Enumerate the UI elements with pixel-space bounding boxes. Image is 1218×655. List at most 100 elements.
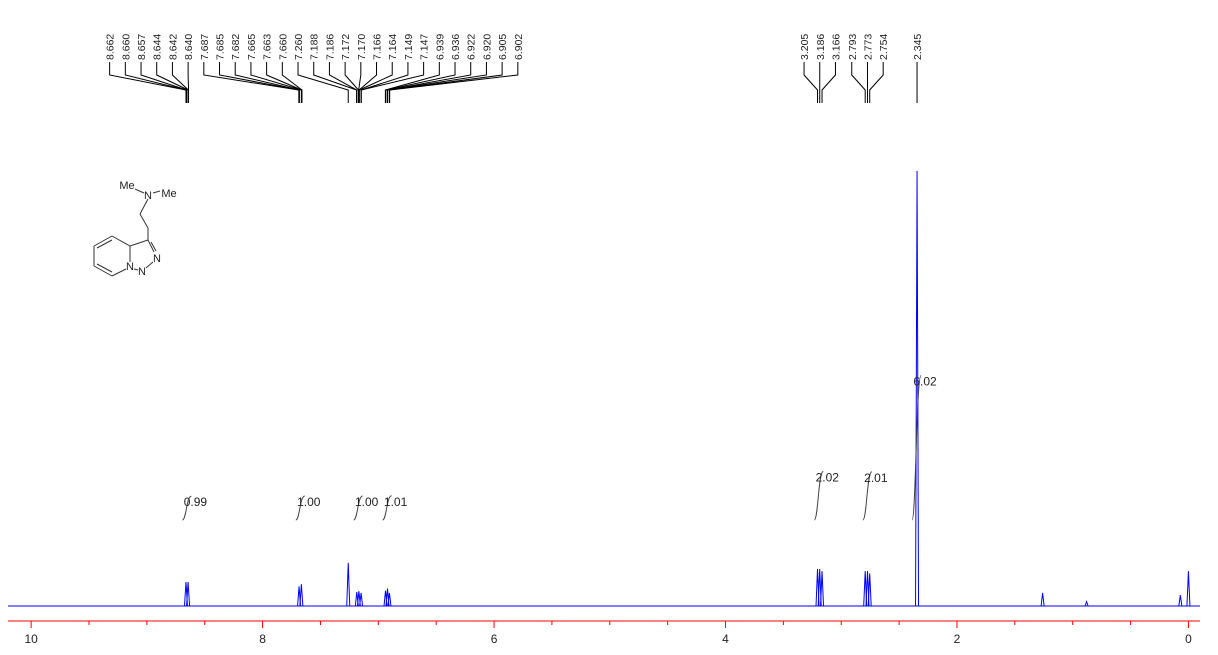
peak	[186, 582, 191, 607]
peak-label: 7.186	[324, 34, 336, 60]
peak	[1084, 600, 1089, 607]
structure: Me N Me N N N	[93, 180, 177, 278]
peak	[820, 571, 825, 607]
peak-label-line	[389, 62, 519, 103]
integral-curve	[911, 375, 922, 521]
peak-label-line	[803, 62, 819, 103]
peak-label-line	[328, 62, 358, 103]
integral-curve	[813, 471, 824, 521]
integral-label: 1.00	[297, 495, 321, 509]
peak	[1186, 571, 1191, 607]
atom-label: Me	[161, 188, 176, 200]
x-tick-label: 6	[491, 632, 498, 646]
integral-label: 0.99	[184, 495, 208, 509]
x-tick-label: 2	[954, 632, 961, 646]
peak-label-line	[281, 62, 303, 103]
atom-label: Me	[119, 180, 134, 192]
peak	[387, 592, 392, 607]
bond	[93, 235, 113, 247]
bond	[152, 190, 161, 194]
bond	[133, 268, 139, 271]
peak-label-line	[124, 62, 187, 103]
peak-label: 8.662	[105, 34, 117, 60]
peak-label: 8.644	[152, 34, 164, 60]
peak	[1040, 592, 1045, 607]
peak-label-line	[821, 62, 836, 103]
bond	[93, 265, 113, 277]
peak-label-line	[388, 62, 503, 103]
bond	[96, 239, 113, 249]
bond	[145, 261, 154, 269]
peak-label-line	[234, 62, 300, 103]
x-tick-label: 4	[722, 632, 729, 646]
peak-label: 7.665	[246, 34, 258, 60]
peak-label: 6.920	[481, 34, 493, 60]
peak-label: 2.773	[862, 34, 874, 60]
peak-label: 2.345	[912, 34, 924, 60]
integral-label: 2.02	[816, 471, 840, 485]
peak-label-line	[297, 62, 349, 103]
peak-label: 8.660	[120, 34, 132, 60]
integral-curve	[295, 495, 306, 521]
peak-label: 2.793	[847, 34, 859, 60]
bond	[139, 213, 149, 229]
peak-label: 6.936	[450, 34, 462, 60]
peak-label-line	[313, 62, 358, 103]
atom-label: N	[138, 266, 146, 278]
peak-label: 8.657	[136, 34, 148, 60]
peak-label-line	[387, 62, 487, 103]
peak-label: 3.166	[830, 34, 842, 60]
integral-curve	[181, 495, 192, 521]
peak-label: 6.939	[434, 34, 446, 60]
peak-label: 7.166	[372, 34, 384, 60]
peak-label: 8.640	[183, 34, 195, 60]
peak-label: 3.186	[815, 34, 827, 60]
peak-label-line	[358, 62, 393, 103]
peak-label: 7.172	[340, 34, 352, 60]
peak-label: 6.905	[497, 34, 509, 60]
peak-label-line	[851, 62, 866, 103]
peak-label: 7.663	[262, 34, 274, 60]
peak-label-line	[386, 62, 472, 103]
peak-label: 7.164	[387, 34, 399, 60]
peak-label: 7.685	[215, 34, 227, 60]
peak-label: 7.188	[309, 34, 321, 60]
peak-label: 7.149	[403, 34, 415, 60]
integral-curve	[353, 495, 363, 521]
x-tick-label: 10	[24, 632, 38, 646]
peak-label: 7.660	[277, 34, 289, 60]
peak-label-line	[869, 62, 884, 103]
bond	[147, 239, 155, 253]
atom-label: N	[126, 261, 134, 273]
bond	[96, 263, 113, 273]
bond	[139, 198, 149, 215]
peak-label-line	[360, 62, 425, 103]
peak	[359, 592, 364, 607]
bond	[111, 235, 131, 247]
peak-label: 7.170	[356, 34, 368, 60]
peak-label: 6.902	[513, 34, 525, 60]
integral-label: 1.01	[384, 495, 408, 509]
bond	[150, 241, 157, 252]
bond	[134, 188, 145, 194]
atom-label: N	[153, 253, 161, 265]
integral-curve	[382, 495, 392, 521]
peak-label: 8.642	[167, 34, 179, 60]
peak-label: 6.922	[466, 34, 478, 60]
peak-label-line	[140, 62, 188, 103]
peak	[299, 584, 304, 607]
peak	[867, 573, 872, 607]
x-tick-label: 0	[1185, 632, 1192, 646]
peak	[346, 562, 351, 607]
integral-curve	[862, 471, 873, 521]
peak-label-line	[266, 62, 303, 103]
integral-label: 6.02	[913, 375, 937, 389]
peak-label-line	[385, 62, 456, 103]
peak-label: 7.687	[199, 34, 211, 60]
atom-label: N	[144, 190, 152, 202]
peak	[1178, 595, 1183, 607]
peak-label: 2.754	[878, 34, 890, 60]
peak-label: 3.205	[799, 34, 811, 60]
